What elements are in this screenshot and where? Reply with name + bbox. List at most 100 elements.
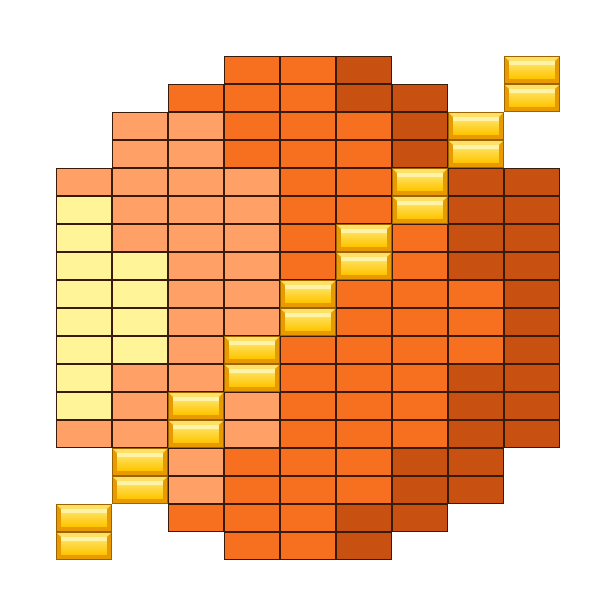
brick: [168, 168, 224, 196]
gold-brick-shine: [397, 201, 443, 205]
brick: [504, 392, 560, 420]
brick: [224, 252, 280, 280]
brick: [280, 196, 336, 224]
gold-brick-face: [397, 173, 443, 191]
brick: [392, 308, 448, 336]
brick: [504, 336, 560, 364]
gold-brick: [392, 168, 448, 196]
brick: [280, 140, 336, 168]
gold-brick-bevel: [57, 533, 111, 537]
brick: [448, 308, 504, 336]
brick: [168, 84, 224, 112]
brick: [224, 420, 280, 448]
brick: [280, 112, 336, 140]
gold-brick-shine: [229, 341, 275, 345]
brick: [448, 336, 504, 364]
brick: [504, 168, 560, 196]
brick: [224, 280, 280, 308]
brick: [168, 252, 224, 280]
brick: [448, 448, 504, 476]
brick: [336, 196, 392, 224]
brick: [112, 364, 168, 392]
gold-brick-face: [453, 145, 499, 163]
brick: [56, 168, 112, 196]
brick: [56, 224, 112, 252]
brick: [224, 308, 280, 336]
gold-brick: [56, 532, 112, 560]
brick: [56, 308, 112, 336]
gold-brick-bevel: [337, 253, 391, 257]
gold-brick-shine: [61, 509, 107, 513]
brick: [224, 196, 280, 224]
brick: [448, 420, 504, 448]
brick: [280, 448, 336, 476]
gold-brick: [392, 196, 448, 224]
brick: [504, 224, 560, 252]
gold-brick-bevel: [113, 477, 167, 481]
brick: [168, 112, 224, 140]
brick: [336, 168, 392, 196]
brick: [392, 252, 448, 280]
gold-brick: [336, 252, 392, 280]
brick: [336, 308, 392, 336]
brick: [336, 476, 392, 504]
gold-brick-bevel: [337, 225, 391, 229]
brick: [224, 224, 280, 252]
brick: [280, 224, 336, 252]
brick: [448, 476, 504, 504]
brick: [168, 280, 224, 308]
gold-brick-face: [509, 89, 555, 107]
brick: [280, 532, 336, 560]
gold-brick-shine: [285, 285, 331, 289]
brick: [56, 364, 112, 392]
brick: [168, 308, 224, 336]
brick: [168, 336, 224, 364]
gold-brick: [112, 476, 168, 504]
gold-brick: [168, 392, 224, 420]
brick: [224, 56, 280, 84]
gold-brick-face: [509, 61, 555, 79]
brick: [280, 392, 336, 420]
brick: [112, 252, 168, 280]
gold-brick: [280, 308, 336, 336]
gold-brick-bevel: [225, 337, 279, 341]
gold-brick: [448, 112, 504, 140]
brick: [448, 168, 504, 196]
gold-brick-face: [229, 341, 275, 359]
gold-brick-shine: [397, 173, 443, 177]
brick: [56, 336, 112, 364]
gold-brick-face: [117, 481, 163, 499]
gold-brick-face: [173, 397, 219, 415]
gold-brick: [280, 280, 336, 308]
brick: [280, 504, 336, 532]
gold-brick-bevel: [281, 281, 335, 285]
brick: [112, 336, 168, 364]
brick: [112, 392, 168, 420]
gold-brick-bevel: [505, 85, 559, 89]
brick: [392, 392, 448, 420]
brick: [392, 140, 448, 168]
gold-brick-face: [117, 453, 163, 471]
brick: [280, 168, 336, 196]
gold-brick-bevel: [393, 169, 447, 173]
gold-brick: [168, 420, 224, 448]
brick: [392, 364, 448, 392]
brick: [336, 112, 392, 140]
brick: [112, 308, 168, 336]
gold-brick-bevel: [505, 57, 559, 61]
brick: [336, 392, 392, 420]
gold-brick: [504, 56, 560, 84]
brick: [336, 140, 392, 168]
brick-grid: [56, 56, 560, 560]
brick: [224, 392, 280, 420]
brick: [280, 364, 336, 392]
brick: [448, 196, 504, 224]
gold-brick-face: [341, 257, 387, 275]
brick: [168, 476, 224, 504]
gold-brick-bevel: [169, 421, 223, 425]
brick: [448, 252, 504, 280]
gold-brick-bevel: [393, 197, 447, 201]
brick: [392, 336, 448, 364]
brick: [112, 168, 168, 196]
